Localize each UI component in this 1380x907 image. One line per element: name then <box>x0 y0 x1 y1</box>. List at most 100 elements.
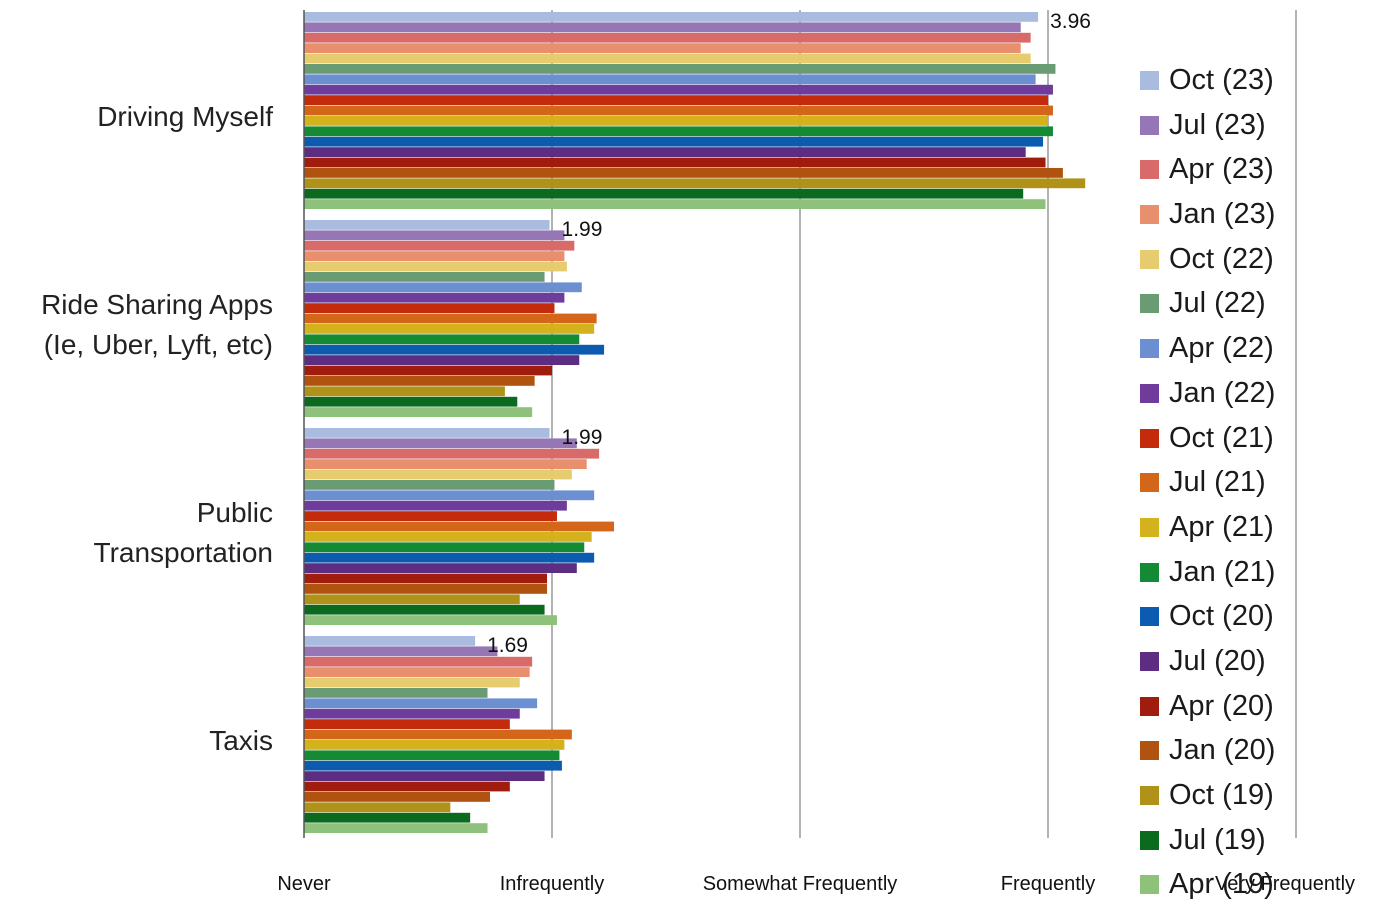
bar-0-7 <box>304 84 1053 95</box>
bar-3-16 <box>304 802 451 813</box>
legend-item: Oct (23) <box>1140 58 1275 103</box>
bar-2-12 <box>304 552 595 563</box>
legend-swatch <box>1140 160 1159 180</box>
legend-item: Apr (22) <box>1140 326 1275 371</box>
legend-item: Apr (20) <box>1140 684 1275 729</box>
data-label-3: 1.69 <box>487 634 528 657</box>
x-tick-label-4: Very Frequently <box>1215 873 1355 895</box>
legend-label: Apr (19) <box>1169 868 1274 901</box>
legend-item: Jul (22) <box>1140 281 1275 326</box>
bar-0-13 <box>304 147 1026 157</box>
bar-0-2 <box>304 32 1031 43</box>
bar-3-14 <box>304 781 510 792</box>
bar-2-5 <box>304 480 555 490</box>
bar-1-1 <box>304 230 565 241</box>
bar-0-6 <box>304 74 1036 85</box>
bar-1-6 <box>304 282 582 293</box>
bar-3-13 <box>304 771 545 781</box>
bars <box>304 12 1086 833</box>
legend-swatch <box>1140 383 1159 403</box>
bar-2-15 <box>304 584 548 594</box>
x-tick-label-3: Frequently <box>1001 873 1096 895</box>
legend-swatch <box>1140 607 1159 627</box>
bar-2-10 <box>304 532 592 542</box>
bar-1-16 <box>304 386 505 397</box>
legend-label: Jan (22) <box>1169 376 1276 409</box>
legend-label: Jul (22) <box>1169 287 1266 320</box>
legend-item: Jan (23) <box>1140 192 1275 237</box>
x-tick-label-1: Infrequently <box>500 873 605 895</box>
bar-3-0 <box>304 636 476 646</box>
bar-0-14 <box>304 157 1046 168</box>
legend-swatch <box>1140 786 1159 805</box>
bar-2-9 <box>304 521 614 532</box>
bar-3-12 <box>304 760 562 771</box>
bar-1-9 <box>304 313 597 324</box>
legend-swatch <box>1140 517 1159 537</box>
legend-label: Jul (20) <box>1169 644 1266 677</box>
legend-swatch <box>1140 294 1159 314</box>
category-label-2-line-0: Public <box>197 497 273 528</box>
bar-1-4 <box>304 261 567 272</box>
bar-1-17 <box>304 396 518 407</box>
bar-1-15 <box>304 376 535 386</box>
bar-3-4 <box>304 677 520 688</box>
bar-1-18 <box>304 407 533 417</box>
bar-1-7 <box>304 292 565 303</box>
bar-3-7 <box>304 708 520 719</box>
category-labels: Driving Myself Ride Sharing Apps (Ie, Uber… <box>41 101 273 756</box>
category-label-3-line-0: Taxis <box>209 725 273 756</box>
bar-1-12 <box>304 344 605 355</box>
legend-item: Jan (21) <box>1140 550 1275 595</box>
bar-0-15 <box>304 168 1063 178</box>
legend-swatch <box>1140 428 1159 448</box>
bar-0-16 <box>304 178 1086 189</box>
bar-2-14 <box>304 573 548 584</box>
legend-label: Oct (21) <box>1169 421 1274 454</box>
legend-item: Jul (20) <box>1140 639 1275 684</box>
bar-2-11 <box>304 542 585 553</box>
legend-label: Apr (22) <box>1169 332 1274 365</box>
legend-swatch <box>1140 473 1159 493</box>
legend-label: Oct (19) <box>1169 779 1274 811</box>
bar-0-8 <box>304 95 1048 105</box>
legend-swatch <box>1140 249 1159 269</box>
legend-swatch <box>1140 115 1159 135</box>
legend-swatch <box>1140 696 1159 716</box>
legend-swatch <box>1140 205 1159 225</box>
legend-item: Jul (19) <box>1140 818 1275 863</box>
bar-2-3 <box>304 459 587 469</box>
bar-2-7 <box>304 500 567 511</box>
bar-2-8 <box>304 511 557 521</box>
data-label-0: 3.96 <box>1050 10 1091 33</box>
legend-label: Jul (21) <box>1169 466 1266 499</box>
x-tick-labels: Never Infrequently Somewhat Frequently Freq… <box>277 873 1355 895</box>
bar-2-4 <box>304 469 572 480</box>
bar-0-0 <box>304 12 1039 22</box>
legend-swatch <box>1140 741 1159 761</box>
bar-0-10 <box>304 116 1048 126</box>
bar-1-13 <box>304 355 580 365</box>
bar-3-8 <box>304 719 510 729</box>
bar-0-4 <box>304 53 1031 64</box>
bar-1-5 <box>304 272 545 282</box>
bar-2-17 <box>304 604 545 615</box>
legend-swatch <box>1140 71 1159 90</box>
bar-1-0 <box>304 220 550 230</box>
legend-item: Jan (22) <box>1140 371 1275 416</box>
bar-3-2 <box>304 656 533 667</box>
bar-2-1 <box>304 438 577 449</box>
bar-3-17 <box>304 812 471 823</box>
bar-0-17 <box>304 188 1024 199</box>
bar-1-10 <box>304 324 595 334</box>
legend-label: Oct (22) <box>1169 242 1274 275</box>
legend-label: Oct (23) <box>1169 64 1274 96</box>
data-label-2: 1.99 <box>562 426 603 449</box>
legend-item: Apr (19) <box>1140 862 1275 907</box>
legend-label: Jan (23) <box>1169 198 1276 231</box>
legend-swatch <box>1140 830 1159 850</box>
legend-label: Apr (20) <box>1169 689 1274 722</box>
bar-1-14 <box>304 365 552 376</box>
legend-label: Apr (21) <box>1169 510 1274 543</box>
